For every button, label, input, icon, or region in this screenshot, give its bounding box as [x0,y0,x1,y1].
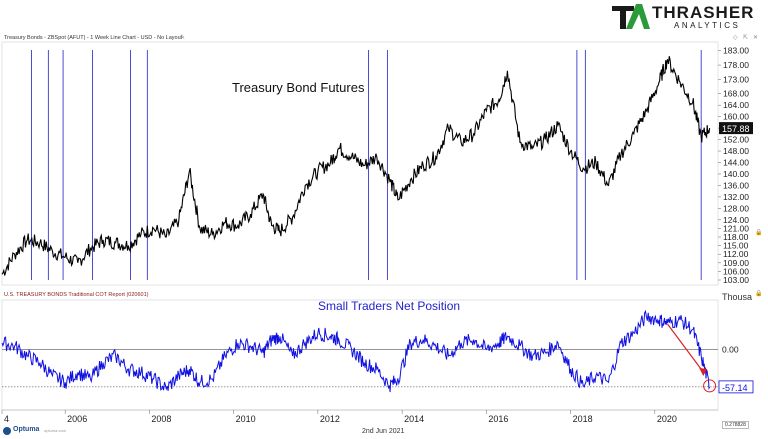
cot-chart-title: Small Traders Net Position [318,299,460,313]
price-y-tick-label: 112.00 [723,249,749,259]
price-y-tick-label: 136.00 [723,180,749,190]
price-last-value-box [719,122,753,135]
x-tick-label: 2014 [404,414,424,424]
cot-y-tick-label: 0.00 [722,344,739,354]
price-y-tick-label: 160.00 [723,112,749,122]
footer-corner-value: 0.278828 [722,421,749,429]
cot-chart-header: U.S. TREASURY BONDS Traditional COT Repo… [4,292,149,298]
price-y-tick-label: 178.00 [723,60,749,70]
x-tick-label: 2012 [320,414,340,424]
logo-subtitle: ANALYTICS [674,21,741,30]
cot-last-value-label: -57.14 [722,383,748,393]
x-tick-label: 2018 [573,414,593,424]
price-y-tick-label: 109.00 [723,258,749,268]
price-chart-title: Treasury Bond Futures [232,80,365,95]
trend-arrow-head [699,368,708,376]
price-y-tick-label: 164.00 [723,100,749,110]
cot-unit-label: Thousa [722,292,752,302]
lock-icon[interactable]: 🔒 [755,291,763,297]
price-y-tick-label: 168.00 [723,89,749,99]
cot-last-value-box [718,380,754,394]
footer-date: 2nd Jun 2021 [362,428,405,435]
cot-y-axis: 0.00 -57.14 [2,344,754,394]
x-axis: 4 2006 2008 2010 2012 2014 2016 2018 2020 [1,409,718,424]
price-last-value-label: 157.88 [722,124,750,134]
annotations [666,323,717,393]
x-tick-label: 2008 [151,414,171,424]
logo-name: THRASHER [652,3,755,22]
x-tick-label: 2016 [488,414,508,424]
price-panel [1,41,719,286]
cycle-lines [31,50,702,280]
price-y-tick-label: 115.00 [723,241,749,251]
price-y-tick-label: 124.00 [723,215,749,225]
close-icon[interactable]: ✕ [753,35,759,41]
price-y-tick-label: 183.00 [723,46,749,56]
price-y-tick-label: 132.00 [723,192,749,202]
price-y-tick-label: 140.00 [723,169,749,179]
x-tick-label: 2010 [236,414,256,424]
price-chart-header: Treasury Bonds - ZBSpot (AFUT) - 1 Week … [4,35,183,41]
price-y-tick-label: 152.00 [723,135,749,145]
price-y-tick-label: 144.00 [723,158,749,168]
price-y-tick-label: 173.00 [723,74,749,84]
expand-icon[interactable]: ⇱ [743,35,749,41]
price-y-tick-label: 103.00 [723,275,749,285]
settings-icon[interactable]: ◇ [733,35,738,41]
price-y-tick-label: 121.00 [723,223,749,233]
x-tick-label: 2020 [657,414,677,424]
price-y-tick-label: 118.00 [723,232,749,242]
trend-arrow [666,323,704,373]
price-y-tick-label: 128.00 [723,203,749,213]
pencil-icon[interactable]: ✎ [180,35,186,41]
price-y-tick-label: 148.00 [723,146,749,156]
optuma-icon [3,427,11,435]
thrasher-logo: THRASHER ANALYTICS [612,2,762,32]
price-y-tick-label: 106.00 [723,266,749,276]
logo-mark-icon [612,4,650,29]
x-tick-label: 2006 [67,414,87,424]
price-series-line [1,56,711,276]
price-y-axis: 103.00106.00109.00112.00115.00118.00121.… [718,46,753,285]
x-tick-label: 4 [4,414,9,424]
cot-series-line [1,309,711,393]
lock-icon[interactable]: 🔒 [755,230,763,236]
footer-brand: Optuma [13,426,40,433]
highlight-circle [703,379,717,393]
footer-url[interactable]: optuma.com [44,428,67,433]
